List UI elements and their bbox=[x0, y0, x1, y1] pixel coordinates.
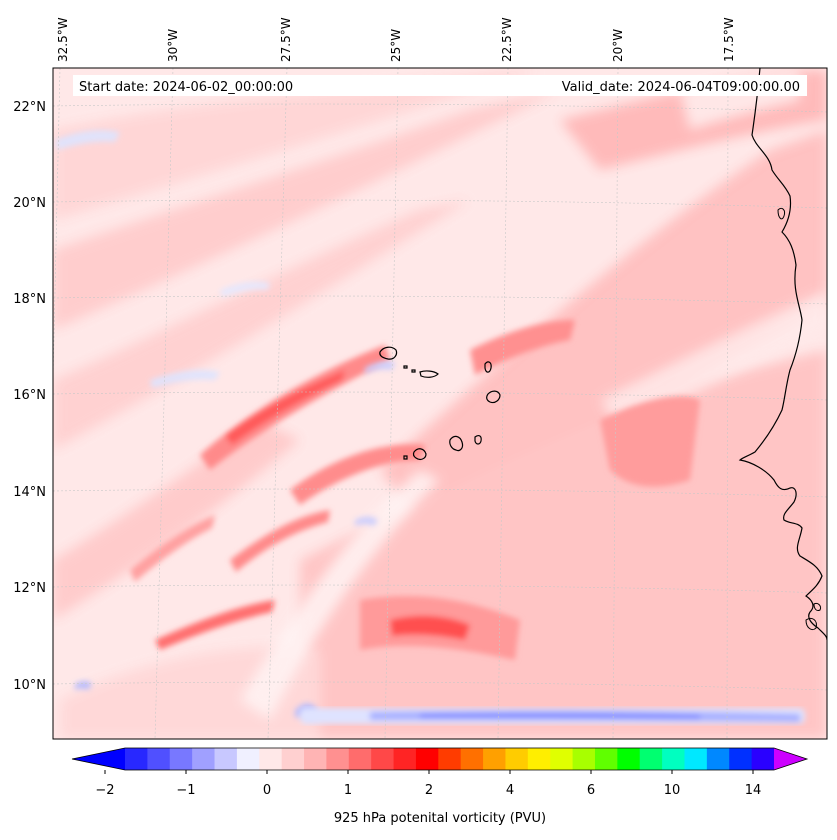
colorbar-bin bbox=[594, 748, 618, 770]
colorbar-tick: 6 bbox=[587, 783, 595, 798]
colorbar-bin bbox=[684, 748, 708, 770]
colorbar-tick: 2 bbox=[425, 783, 433, 798]
colorbar-bin bbox=[236, 748, 260, 770]
colorbar-bin bbox=[639, 748, 663, 770]
lon-label: 32.5°W bbox=[56, 17, 70, 62]
colorbar-bin bbox=[371, 748, 395, 770]
colorbar-outline bbox=[71, 747, 809, 771]
pv-field bbox=[53, 68, 827, 739]
colorbar-tick: −1 bbox=[176, 783, 195, 798]
colorbar-tick: 4 bbox=[506, 783, 514, 798]
colorbar-bin bbox=[169, 748, 193, 770]
colorbar-extend-max bbox=[774, 748, 807, 770]
colorbar-bin bbox=[259, 748, 283, 770]
lon-label: 30°W bbox=[166, 29, 180, 62]
date-banner bbox=[73, 75, 807, 96]
colorbar-tick-labels: −2 −1 0 1 2 4 6 10 14 bbox=[95, 783, 761, 798]
colorbar-bin bbox=[214, 748, 238, 770]
colorbar-bin bbox=[662, 748, 685, 770]
colorbar-tick: 1 bbox=[344, 783, 352, 798]
start-date-label: Start date: 2024-06-02_00:00:00 bbox=[79, 80, 293, 95]
lat-label: 14°N bbox=[13, 485, 46, 500]
colorbar-tick: 10 bbox=[664, 783, 681, 798]
african-coastline bbox=[738, 68, 827, 641]
lat-label: 10°N bbox=[13, 678, 46, 693]
colorbar-bin bbox=[460, 748, 484, 770]
colorbar-bin bbox=[438, 748, 462, 770]
latitude-labels: 22°N 20°N 18°N 16°N 14°N 12°N 10°N bbox=[13, 100, 46, 693]
colorbar-bin bbox=[348, 748, 372, 770]
colorbar bbox=[71, 747, 809, 774]
colorbar-bin bbox=[572, 748, 596, 770]
map-frame bbox=[52, 67, 828, 740]
valid-date-label: Valid_date: 2024-06-04T09:00:00.00 bbox=[562, 80, 800, 95]
colorbar-bin bbox=[729, 748, 753, 770]
lat-label: 18°N bbox=[13, 292, 46, 307]
lon-label: 20°W bbox=[611, 29, 625, 62]
colorbar-bin bbox=[281, 748, 305, 770]
colorbar-bin bbox=[483, 748, 506, 770]
lat-label: 16°N bbox=[13, 388, 46, 403]
colorbar-tick: 14 bbox=[745, 783, 762, 798]
coastal-islands bbox=[777, 207, 821, 631]
colorbar-bin bbox=[304, 748, 327, 770]
lat-label: 12°N bbox=[13, 581, 46, 596]
colorbar-bin bbox=[527, 748, 551, 770]
colorbar-bin bbox=[505, 748, 529, 770]
lon-label: 17.5°W bbox=[722, 17, 736, 62]
colorbar-tick: 0 bbox=[263, 783, 271, 798]
colorbar-bin bbox=[393, 748, 417, 770]
colorbar-bin bbox=[125, 748, 148, 770]
colorbar-tick: −2 bbox=[95, 783, 114, 798]
colorbar-bin bbox=[415, 748, 439, 770]
lon-label: 22.5°W bbox=[500, 17, 514, 62]
lon-label: 25°W bbox=[389, 29, 403, 62]
cape-verde-islands bbox=[379, 346, 501, 460]
lat-label: 22°N bbox=[13, 100, 46, 115]
colorbar-bin bbox=[326, 748, 350, 770]
lon-label: 27.5°W bbox=[279, 17, 293, 62]
colorbar-bin bbox=[147, 748, 171, 770]
longitude-labels: 32.5°W 30°W 27.5°W 25°W 22.5°W 20°W 17.5… bbox=[56, 17, 736, 62]
lat-label: 20°N bbox=[13, 196, 46, 211]
colorbar-bin bbox=[192, 748, 216, 770]
colorbar-bin bbox=[706, 748, 730, 770]
colorbar-extend-min bbox=[72, 748, 125, 770]
colorbar-label: 925 hPa potenital vorticity (PVU) bbox=[334, 811, 546, 826]
colorbar-bin bbox=[751, 748, 775, 770]
colorbar-bin bbox=[617, 748, 641, 770]
colorbar-bin bbox=[550, 748, 574, 770]
